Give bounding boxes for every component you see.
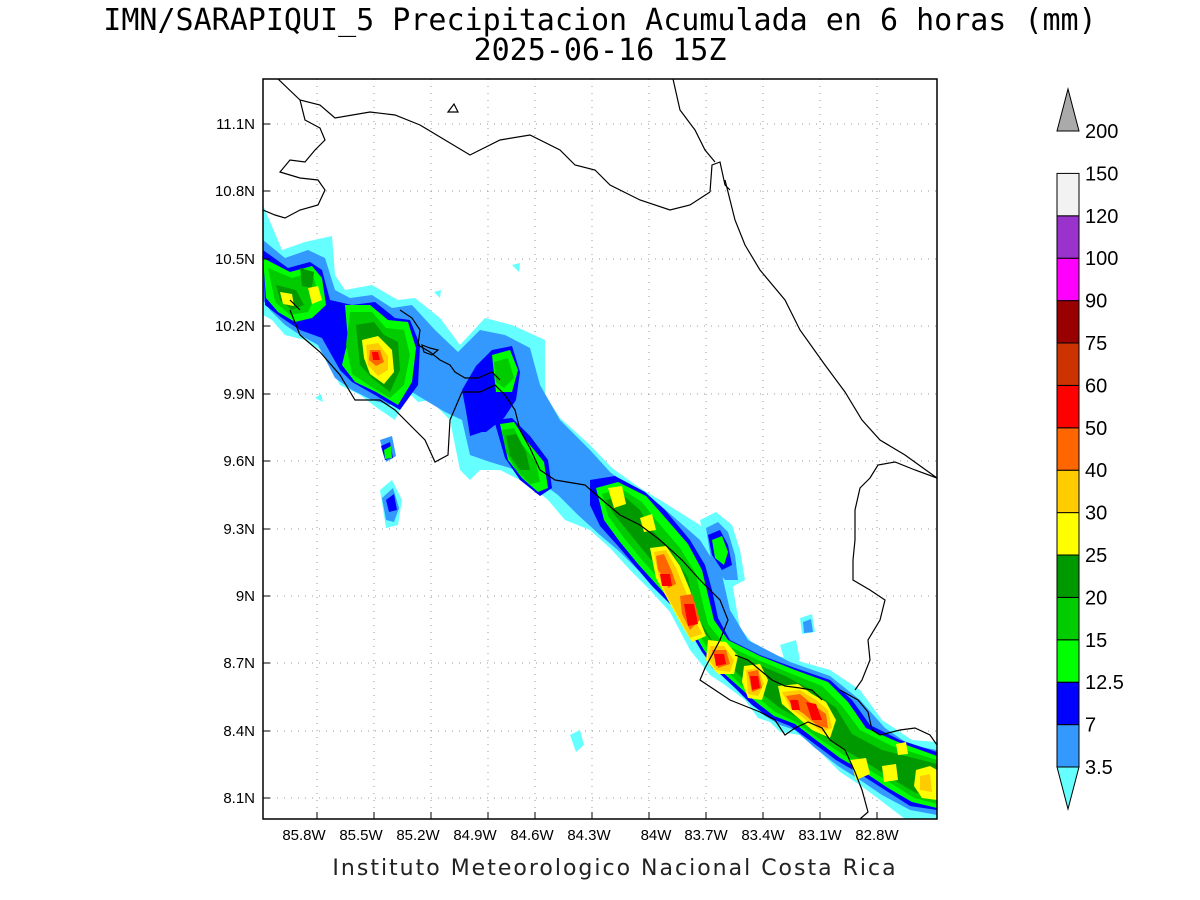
lat-label: 9.3N [223, 521, 255, 538]
colorbar-label: 200 [1085, 121, 1118, 143]
lat-label: 11.1N [216, 116, 255, 133]
lat-label: 10.5N [215, 251, 255, 268]
colorbar-segment [1056, 596, 1080, 641]
colorbar-segment [1056, 384, 1080, 429]
lon-label: 85.5W [339, 827, 383, 844]
lat-label: 10.2N [215, 318, 255, 335]
lon-label: 83.4W [741, 827, 785, 844]
lon-label: 83.1W [798, 827, 842, 844]
colorbar-label: 50 [1085, 418, 1107, 440]
lat-label: 8.4N [223, 723, 255, 740]
map-timestamp: 2025-06-16 15Z [473, 33, 727, 68]
colorbar-segment [1056, 87, 1080, 132]
map-frame [262, 78, 938, 820]
lat-label: 9.9N [223, 386, 255, 403]
axis-ticks [263, 123, 878, 819]
colorbar-label: 30 [1085, 503, 1107, 525]
lat-label: 8.1N [223, 790, 255, 807]
colorbar-label: 60 [1085, 375, 1107, 397]
lat-label: 9.6N [223, 453, 255, 470]
colorbar-label: 7 [1085, 715, 1096, 737]
colorbar-segment [1056, 215, 1080, 259]
colorbar-segment [1056, 766, 1080, 811]
colorbar-segment [1056, 512, 1080, 556]
lat-label: 8.7N [223, 655, 255, 672]
map-title: IMN/SARAPIQUI_5 Precipitacion Acumulada … [103, 3, 1097, 38]
colorbar-label: 25 [1085, 545, 1107, 567]
colorbar-label: 20 [1085, 587, 1107, 609]
colorbar-segment [1056, 554, 1080, 598]
colorbar-label: 75 [1085, 333, 1107, 355]
lon-label: 84.6W [510, 827, 554, 844]
coastline-and-borders [263, 79, 937, 819]
precipitation-field [263, 205, 937, 819]
colorbar-segment [1056, 300, 1080, 344]
colorbar-segment [1056, 257, 1080, 302]
colorbar-segment [1056, 172, 1080, 217]
colorbar-segment [1056, 639, 1080, 683]
colorbar-label: 100 [1085, 248, 1118, 270]
lat-label: 10.8N [215, 183, 255, 200]
colorbar-label: 40 [1085, 460, 1107, 482]
lon-label: 83.7W [684, 827, 728, 844]
lat-label: 9N [236, 588, 255, 605]
lon-label: 84W [641, 827, 673, 844]
footer-credit: Instituto Meteorologico Nacional Costa R… [332, 856, 898, 881]
colorbar-label: 15 [1085, 630, 1107, 652]
colorbar-segment [1056, 469, 1080, 514]
lon-label: 82.8W [855, 827, 899, 844]
colorbar-segment [1056, 427, 1080, 471]
colorbar-segment [1056, 342, 1080, 386]
colorbar-segment [1056, 724, 1080, 768]
colorbar-label: 120 [1085, 206, 1118, 228]
lon-label: 85.2W [396, 827, 440, 844]
precip-level-60 [372, 352, 822, 720]
colorbar-legend: 3.5 7 12.5 15 20 25 30 40 50 60 75 90 100 120 150 200 [1056, 87, 1124, 811]
lon-label: 85.8W [282, 827, 326, 844]
colorbar-label: 12.5 [1085, 672, 1124, 694]
colorbar-segment [1056, 681, 1080, 726]
lon-label: 84.9W [453, 827, 497, 844]
colorbar-label: 90 [1085, 291, 1107, 313]
colorbar-label: 150 [1085, 163, 1118, 185]
colorbar-label: 3.5 [1085, 757, 1113, 779]
lon-label: 84.3W [567, 827, 611, 844]
